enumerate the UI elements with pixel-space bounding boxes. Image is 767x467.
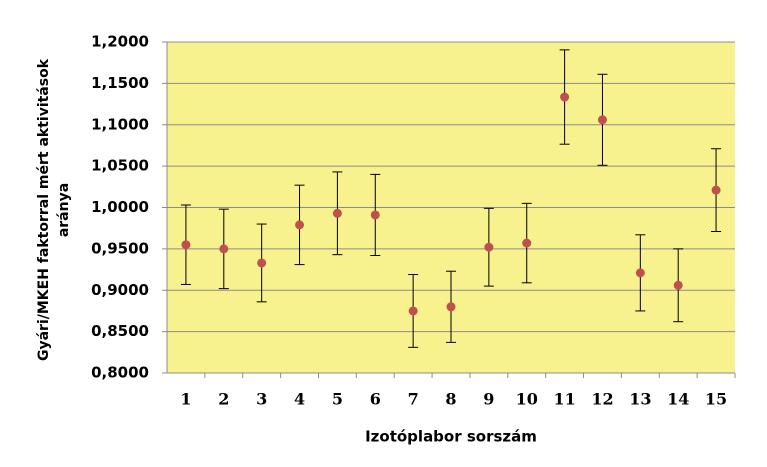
- x-tick-label: 7: [408, 390, 419, 409]
- marker: [484, 242, 494, 252]
- y-tick-label: 1,2000: [91, 33, 149, 51]
- y-tick-label: 1,0000: [91, 198, 149, 216]
- y-tick-label: 0,8500: [91, 322, 149, 340]
- x-tick-label: 10: [516, 390, 538, 409]
- marker: [711, 185, 721, 195]
- y-axis-label: Gyári/MKEH faktorral mért aktivitások: [36, 58, 52, 361]
- x-tick-label: 9: [483, 390, 494, 409]
- x-tick-label: 6: [370, 390, 381, 409]
- y-tick-label: 0,9500: [91, 239, 149, 257]
- marker: [408, 306, 418, 316]
- y-tick-label: 1,1500: [91, 74, 149, 92]
- marker: [522, 238, 532, 248]
- y-axis-label: aránya: [56, 183, 72, 237]
- y-tick-label: 0,9000: [91, 281, 149, 299]
- x-tick-label: 15: [705, 390, 727, 409]
- marker: [673, 280, 683, 290]
- x-axis-label: Izotóplabor sorszám: [365, 428, 537, 446]
- x-tick-label: 14: [667, 390, 689, 409]
- marker: [370, 210, 380, 220]
- y-tick-label: 0,8000: [91, 364, 149, 382]
- marker: [295, 220, 305, 230]
- x-tick-label: 12: [591, 390, 613, 409]
- marker: [635, 268, 645, 278]
- x-tick-label: 3: [256, 390, 267, 409]
- x-tick-label: 13: [629, 390, 651, 409]
- y-tick-label: 1,1000: [91, 115, 149, 133]
- x-tick-label: 4: [294, 390, 305, 409]
- marker: [219, 244, 229, 254]
- x-tick-label: 5: [332, 390, 343, 409]
- marker: [560, 92, 570, 102]
- y-tick-label: 1,0500: [91, 157, 149, 175]
- x-tick-label: 11: [553, 390, 575, 409]
- marker: [257, 258, 267, 268]
- x-tick-label: 2: [218, 390, 229, 409]
- marker: [332, 208, 342, 218]
- x-tick-label: 8: [445, 390, 456, 409]
- marker: [181, 240, 191, 250]
- x-tick-label: 1: [180, 390, 191, 409]
- marker: [597, 115, 607, 125]
- marker: [446, 302, 456, 312]
